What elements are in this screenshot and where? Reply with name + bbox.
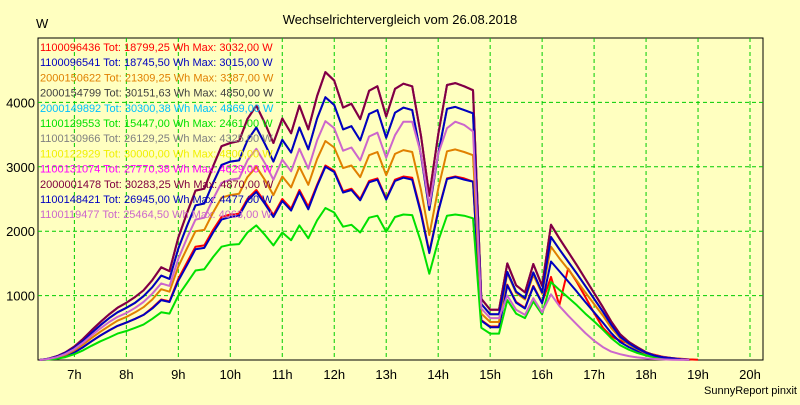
x-tick-label: 15h	[479, 367, 501, 382]
series-lines	[39, 71, 699, 361]
x-tick-label: 12h	[323, 367, 345, 382]
x-tick-label: 11h	[272, 367, 293, 382]
y-axis-unit: W	[36, 16, 49, 31]
x-tick-label: 7h	[67, 367, 81, 382]
chart-title: Wechselrichtervergleich vom 26.08.2018	[283, 12, 518, 27]
series-line-9	[39, 71, 690, 361]
legend-entry: 2000149892 Tot: 30300,38 Wh Max: 4869,00…	[40, 103, 274, 115]
y-tick-label: 4000	[6, 95, 35, 110]
x-tick-label: 16h	[531, 367, 553, 382]
x-tick-label: 13h	[375, 367, 397, 382]
legend-entry: 1100096436 Tot: 18799,25 Wh Max: 3032,00…	[40, 42, 273, 54]
legend-entry: 1100131074 Tot: 27770,38 Wh Max: 4629,00…	[40, 164, 273, 176]
legend-entry: 1100148421 Tot: 26945,00 Wh Max: 4477,00…	[40, 194, 273, 206]
legend-entry: 1100130966 Tot: 26129,25 Wh Max: 4325,00…	[40, 133, 273, 145]
series-line-2	[39, 140, 690, 361]
axes: 7h 8h 9h 10h 11h 12h 13h 14h 15h 16h 17h 18h 19h 20h 1…	[6, 95, 761, 382]
series-line-10	[39, 96, 690, 361]
x-tick-label: 20h	[739, 367, 761, 382]
footer-credit: SunnyReport pinxit	[704, 385, 797, 397]
x-tick-label: 19h	[687, 367, 709, 382]
x-tick-label: 18h	[635, 367, 657, 382]
legend-entry: 1100129553 Tot: 15447,00 Wh Max: 2461,00…	[40, 118, 273, 130]
legend-entry: 2000001478 Tot: 30283,25 Wh Max: 4870,00…	[40, 179, 274, 191]
y-tick-label: 2000	[6, 224, 35, 239]
x-tick-label: 8h	[119, 367, 133, 382]
legend: 1100096436 Tot: 18799,25 Wh Max: 3032,00…	[40, 42, 274, 221]
legend-entry: 2000150622 Tot: 21309,25 Wh Max: 3387,00…	[40, 72, 274, 84]
plot-area	[37, 37, 764, 361]
x-tick-label: 9h	[171, 367, 185, 382]
x-tick-label: 14h	[427, 367, 449, 382]
series-line-11	[39, 120, 690, 361]
legend-entry: 2000154799 Tot: 30151,63 Wh Max: 4850,00…	[40, 88, 274, 100]
legend-entry: 1100096541 Tot: 18745,50 Wh Max: 3015,00…	[40, 57, 273, 69]
series-line-1	[39, 165, 690, 361]
x-tick-label: 17h	[583, 367, 605, 382]
y-tick-label: 3000	[6, 160, 35, 175]
x-tick-label: 10h	[219, 367, 241, 382]
y-tick-label: 1000	[6, 289, 35, 304]
legend-entry: 1100122929 Tot: 30000,00 Wh Max: 4800,00…	[40, 148, 273, 160]
grid	[38, 38, 763, 360]
series-line-5	[39, 207, 690, 361]
legend-entry: 1100119477 Tot: 25464,50 Wh Max: 4063,00…	[40, 209, 272, 221]
